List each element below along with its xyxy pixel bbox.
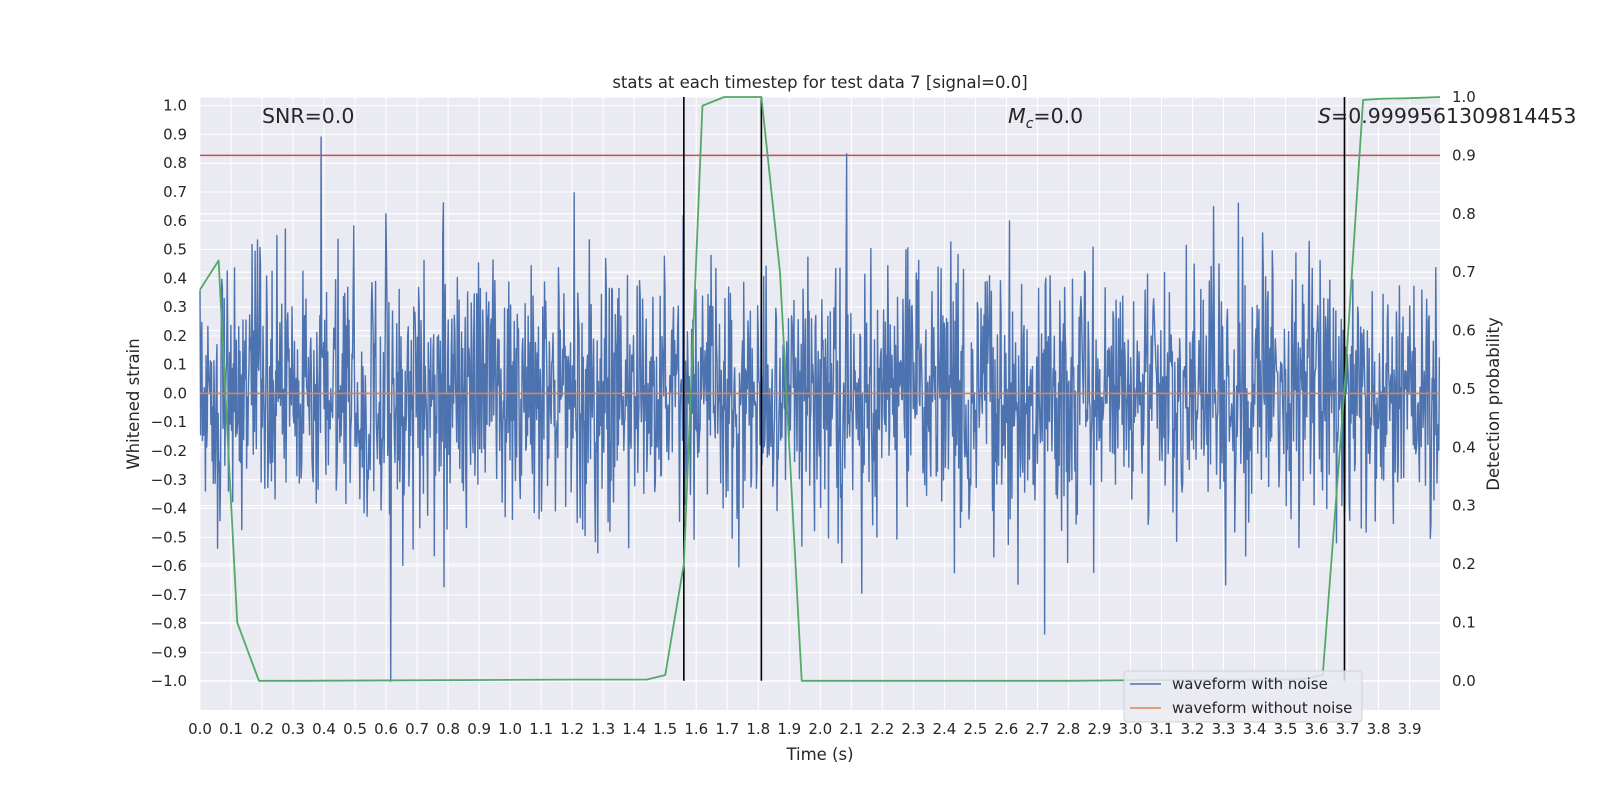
y-right-tick-label: 0.3 — [1452, 497, 1476, 515]
mc-symbol: M — [1008, 104, 1026, 128]
mc-value: =0.0 — [1033, 104, 1083, 128]
x-tick-label: 3.7 — [1336, 720, 1360, 738]
x-tick-label: 3.6 — [1305, 720, 1329, 738]
legend-box — [1123, 670, 1363, 723]
y-tick-label: −0.7 — [151, 586, 187, 604]
y-tick-label: 0.4 — [163, 269, 187, 287]
x-tick-label: 0.4 — [312, 720, 336, 738]
y-tick-label: −0.8 — [151, 615, 187, 633]
x-tick-label: 2.9 — [1088, 720, 1112, 738]
x-tick-label: 0.2 — [250, 720, 274, 738]
detection-probability-line — [199, 96, 1441, 682]
detection-probability-series — [199, 96, 1441, 682]
y-right-tick-label: 0.1 — [1452, 613, 1476, 631]
mc-subscript: c — [1026, 116, 1034, 132]
x-tick-label: 3.8 — [1367, 720, 1391, 738]
waveform-with-noise-series — [199, 136, 1441, 682]
y-tick-label: −0.3 — [151, 471, 187, 489]
y-right-tick-label: 0.2 — [1452, 555, 1476, 573]
x-tick-label: 3.5 — [1274, 720, 1298, 738]
x-tick-label: 2.6 — [994, 720, 1018, 738]
y-right-tick-label: 0.6 — [1452, 322, 1476, 340]
x-tick-label: 3.4 — [1243, 720, 1267, 738]
x-tick-label: 1.0 — [498, 720, 522, 738]
y-tick-label: −0.9 — [151, 643, 187, 661]
y-tick-label: 0.3 — [163, 298, 187, 316]
y-right-tick-labels: 1.0 0.9 0.8 0.7 0.6 0.5 0.4 0.3 0.2 0.1 0.0 — [1452, 88, 1476, 690]
x-tick-label: 2.3 — [901, 720, 925, 738]
y-tick-label: −0.6 — [151, 557, 187, 575]
chart-title: stats at each timestep for test data 7 [… — [612, 73, 1027, 92]
x-tick-label: 0.1 — [219, 720, 243, 738]
x-tick-label: 1.2 — [560, 720, 584, 738]
x-tick-label: 3.9 — [1398, 720, 1422, 738]
y-tick-label: −1.0 — [151, 672, 187, 690]
y-tick-label: 0.5 — [163, 241, 187, 259]
x-tick-label: 0.0 — [188, 720, 212, 738]
x-tick-label: 1.3 — [591, 720, 615, 738]
y-tick-label: −0.5 — [151, 528, 187, 546]
x-tick-label: 2.1 — [839, 720, 863, 738]
x-tick-label: 2.5 — [963, 720, 987, 738]
x-axis-label: Time (s) — [785, 745, 853, 764]
x-tick-label: 0.7 — [405, 720, 429, 738]
x-tick-label: 3.1 — [1150, 720, 1174, 738]
s-symbol: S — [1318, 104, 1331, 128]
legend-clean-label: waveform without noise — [1172, 699, 1352, 717]
s-value: =0.9999561309814453 — [1331, 104, 1576, 128]
overlay-lines — [200, 97, 1440, 681]
mc-annotation: Mc=0.0 — [1008, 104, 1083, 132]
x-tick-label: 2.0 — [808, 720, 832, 738]
legend-noise-label: waveform with noise — [1172, 675, 1328, 693]
y-right-tick-label: 0.5 — [1452, 380, 1476, 398]
x-tick-label: 3.0 — [1119, 720, 1143, 738]
x-tick-label: 0.9 — [467, 720, 491, 738]
s-annotation: S=0.9999561309814453 — [1318, 104, 1576, 128]
x-tick-label: 2.8 — [1057, 720, 1081, 738]
x-tick-label: 3.3 — [1212, 720, 1236, 738]
y-tick-label: −0.4 — [151, 500, 187, 518]
x-tick-label: 0.6 — [374, 720, 398, 738]
x-tick-label: 2.4 — [932, 720, 956, 738]
x-tick-label: 1.6 — [684, 720, 708, 738]
x-tick-label: 2.7 — [1025, 720, 1049, 738]
y-tick-label: 0.0 — [163, 384, 187, 402]
y-tick-label: 1.0 — [163, 97, 187, 115]
y-right-tick-label: 0.8 — [1452, 205, 1476, 223]
y-right-tick-label: 0.7 — [1452, 263, 1476, 281]
x-tick-label: 1.4 — [622, 720, 646, 738]
y-tick-label: −0.1 — [151, 413, 187, 431]
x-tick-label: 1.1 — [529, 720, 553, 738]
y-tick-label: −0.2 — [151, 442, 187, 460]
y-right-tick-label: 0.4 — [1452, 438, 1476, 456]
y-tick-labels: 1.0 0.9 0.8 0.7 0.6 0.5 0.4 0.3 0.2 0.1 0.0 −0.1 −0.… — [151, 97, 187, 691]
snr-annotation: SNR=0.0 — [262, 104, 354, 128]
legend: waveform with noise waveform without noi… — [1123, 670, 1363, 723]
x-tick-label: 1.8 — [746, 720, 770, 738]
y-tick-label: 0.1 — [163, 356, 187, 374]
y-tick-label: 0.8 — [163, 154, 187, 172]
y-right-axis-label: Detection probability — [1484, 317, 1503, 491]
x-tick-label: 0.3 — [281, 720, 305, 738]
y-right-tick-label: 1.0 — [1452, 88, 1476, 106]
x-tick-labels: 0.0 0.1 0.2 0.3 0.4 0.5 0.6 0.7 0.8 0.9 1.0 1.1 1.2 1… — [188, 720, 1421, 738]
x-tick-label: 3.2 — [1181, 720, 1205, 738]
x-tick-label: 1.5 — [653, 720, 677, 738]
x-tick-label: 2.2 — [870, 720, 894, 738]
x-tick-label: 1.7 — [715, 720, 739, 738]
noise-waveform-line — [199, 136, 1441, 682]
y-tick-label: 0.6 — [163, 212, 187, 230]
y-tick-label: 0.7 — [163, 183, 187, 201]
x-tick-label: 0.5 — [343, 720, 367, 738]
y-axis-label: Whitened strain — [124, 338, 143, 469]
x-tick-label: 0.8 — [436, 720, 460, 738]
y-tick-label: 0.2 — [163, 327, 187, 345]
x-tick-label: 1.9 — [777, 720, 801, 738]
y-right-tick-label: 0.9 — [1452, 146, 1476, 164]
y-right-tick-label: 0.0 — [1452, 672, 1476, 690]
y-tick-label: 0.9 — [163, 125, 187, 143]
